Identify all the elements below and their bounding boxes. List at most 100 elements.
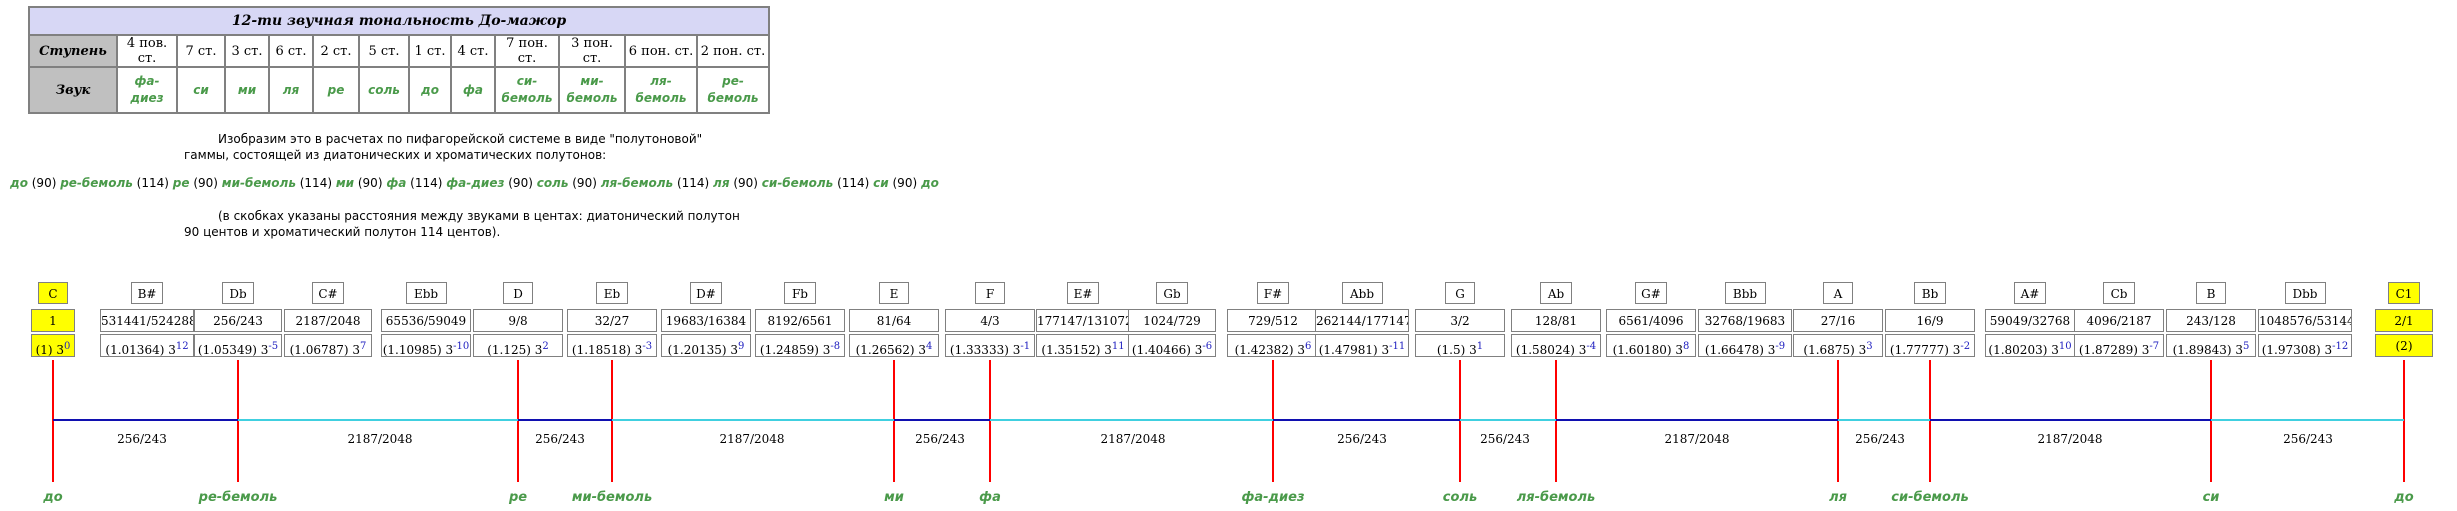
bottom-note-name: ля-бемоль xyxy=(1516,490,1596,505)
note-decimal: (1) 30 xyxy=(31,334,75,357)
sequence-cents: (114) xyxy=(406,176,447,190)
explanation-line-2: гаммы, состоящей из диатонических и хром… xyxy=(184,148,607,162)
note-ratio: 1048576/531441 xyxy=(2258,309,2352,332)
sound-cell: ми-бемоль xyxy=(558,66,626,114)
step-cell: 3 пон. ст. xyxy=(558,34,626,68)
bottom-note-name: ми xyxy=(884,490,904,505)
step-header: Ступень xyxy=(28,34,118,68)
note-marker-line xyxy=(1555,360,1557,482)
step-cell: 1 ст. xyxy=(408,34,452,68)
sequence-cents: (90) xyxy=(27,176,61,190)
note-ratio: 59049/32768 xyxy=(1985,309,2075,332)
step-cell: 2 ст. xyxy=(312,34,360,68)
note-name: G# xyxy=(1635,282,1667,304)
note-name: D xyxy=(503,282,533,304)
note-decimal: (1.20135) 39 xyxy=(661,334,751,357)
sound-cell: фа-диез xyxy=(116,66,178,114)
sound-name: ми-бемоль xyxy=(566,74,618,105)
sound-name: си-бемоль xyxy=(501,74,553,105)
sequence-cents: (90) xyxy=(729,176,762,190)
sequence-note: ре-бемоль xyxy=(60,176,133,190)
sound-header: Звук xyxy=(28,66,118,114)
note-name: Fb xyxy=(784,282,816,304)
note-decimal: (1.60180) 38 xyxy=(1606,334,1696,357)
note-decimal: (1.89843) 35 xyxy=(2166,334,2256,357)
bottom-note-name: соль xyxy=(1442,490,1478,505)
sound-name: ре xyxy=(327,82,345,97)
note-marker-line xyxy=(1459,360,1461,482)
note-decimal: (1.10985) 3-10 xyxy=(381,334,471,357)
note-marker-line xyxy=(1929,360,1931,482)
note-marker-line xyxy=(2210,360,2212,482)
step-cell: 6 ст. xyxy=(268,34,314,68)
note-marker-line xyxy=(237,360,239,482)
note-decimal: (1.77777) 3-2 xyxy=(1885,334,1975,357)
table-title: 12-ти звучная тональность До-мажор xyxy=(28,6,770,36)
note-marker-line xyxy=(989,360,991,482)
note-decimal: (1.66478) 3-9 xyxy=(1698,334,1792,357)
interval-label: 256/243 xyxy=(1480,432,1530,446)
sound-name: ми xyxy=(237,82,257,97)
bottom-note-name: ре xyxy=(508,490,528,505)
note-decimal: (1.35152) 311 xyxy=(1036,334,1130,357)
sequence-note: фа xyxy=(386,176,407,190)
note-name: Cb xyxy=(2103,282,2135,304)
note-decimal: (1.01364) 312 xyxy=(100,334,194,357)
sequence-note: си xyxy=(873,176,889,190)
note-ratio: 262144/177147 xyxy=(1315,309,1409,332)
note-ratio: 6561/4096 xyxy=(1606,309,1696,332)
note-decimal: (1.80203) 310 xyxy=(1985,334,2075,357)
bottom-note-name: си xyxy=(2202,490,2220,505)
interval-segment xyxy=(894,419,990,421)
interval-label: 256/243 xyxy=(1337,432,1387,446)
note-ratio: 9/8 xyxy=(473,309,563,332)
sequence-note: ми xyxy=(335,176,355,190)
sound-name: фа xyxy=(462,82,483,97)
note-marker-line xyxy=(1837,360,1839,482)
interval-segment xyxy=(612,419,894,421)
interval-label: 256/243 xyxy=(1855,432,1905,446)
note-name: E xyxy=(879,282,909,304)
note-name: Bbb xyxy=(1724,282,1766,304)
note-name: B xyxy=(2196,282,2226,304)
interval-segment xyxy=(1460,419,1556,421)
note-marker-line xyxy=(517,360,519,482)
note-name: A# xyxy=(2014,282,2046,304)
note-decimal: (1.58024) 3-4 xyxy=(1511,334,1601,357)
sequence-cents: (90) xyxy=(504,176,537,190)
interval-segment xyxy=(1838,419,1930,421)
note-marker-line xyxy=(2403,360,2405,482)
interval-label: 2187/2048 xyxy=(347,432,413,446)
note-name: E# xyxy=(1067,282,1099,304)
sound-cell: ля xyxy=(268,66,314,114)
sequence-note: до xyxy=(920,176,939,190)
note-marker-line xyxy=(611,360,613,482)
note-ratio: 65536/59049 xyxy=(381,309,471,332)
interval-label: 2187/2048 xyxy=(1100,432,1166,446)
bottom-note-name: ля xyxy=(1829,490,1847,505)
bottom-note-name: до xyxy=(43,490,63,505)
bottom-note-name: фа xyxy=(979,490,1001,505)
sequence-note: ре xyxy=(172,176,190,190)
note-decimal: (1.42382) 36 xyxy=(1227,334,1319,357)
note-decimal: (1.6875) 33 xyxy=(1793,334,1883,357)
note-marker-line xyxy=(893,360,895,482)
sound-name: си xyxy=(193,82,209,97)
note-decimal: (1.06787) 37 xyxy=(284,334,372,357)
sound-name: ля xyxy=(282,82,300,97)
sequence-note: до xyxy=(10,176,28,190)
note-ratio: 729/512 xyxy=(1227,309,1319,332)
note-decimal: (1.47981) 3-11 xyxy=(1315,334,1409,357)
note-name: F# xyxy=(1257,282,1289,304)
sound-cell: си xyxy=(176,66,226,114)
sequence-cents: (114) xyxy=(295,176,336,190)
semitone-sequence: до (90) ре-бемоль (114) ре (90) ми-бемол… xyxy=(10,176,939,190)
note-name: Ab xyxy=(1540,282,1572,304)
bottom-note-name: до xyxy=(2394,490,2414,505)
note-decimal: (1.18518) 3-3 xyxy=(567,334,657,357)
sequence-cents: (114) xyxy=(673,176,714,190)
sound-name: фа-диез xyxy=(130,74,164,105)
bottom-note-name: ми-бемоль xyxy=(571,490,653,505)
note-marker-line xyxy=(52,360,54,482)
sequence-cents: (90) xyxy=(354,176,387,190)
